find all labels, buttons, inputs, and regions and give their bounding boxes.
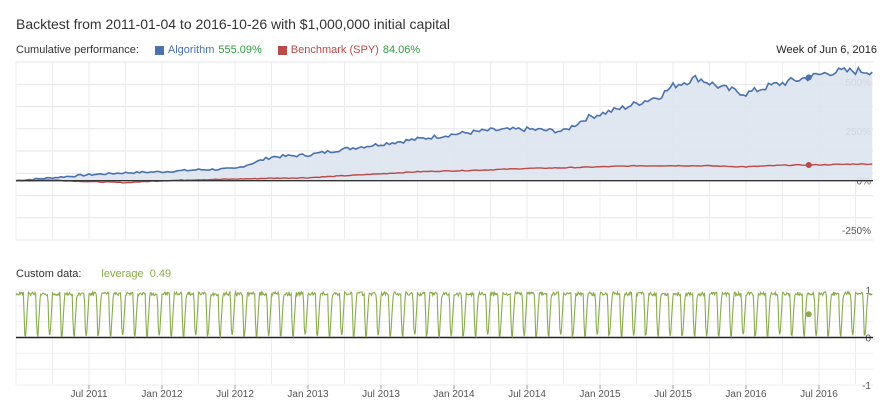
benchmark-marker <box>805 161 812 168</box>
leverage-line <box>15 289 873 339</box>
performance-label: Cumulative performance: <box>16 44 139 56</box>
x-tick-label: Jan 2015 <box>579 389 621 400</box>
benchmark-swatch <box>277 45 287 55</box>
legend-algorithm[interactable]: Algorithm 555.09% <box>154 44 262 56</box>
algorithm-value: 555.09% <box>218 44 262 56</box>
custom-label: Custom data: <box>16 268 82 280</box>
leverage-value: 0.49 <box>149 268 172 280</box>
legend-benchmark[interactable]: Benchmark (SPY) 84.06% <box>277 44 421 56</box>
leverage-tick-label: -1 <box>862 381 871 392</box>
x-tick-label: Jul 2012 <box>216 389 254 400</box>
leverage-tick-label: 0 <box>865 334 871 345</box>
x-tick-label: Jan 2016 <box>725 389 767 400</box>
algorithm-area <box>16 67 873 181</box>
y-tick-label: 0% <box>857 177 872 188</box>
week-readout: Week of Jun 6, 2016 <box>776 44 877 56</box>
algorithm-label: Algorithm <box>167 44 215 56</box>
x-tick-label: Jul 2011 <box>70 389 108 400</box>
y-tick-label: -250% <box>842 226 871 237</box>
x-tick-label: Jul 2014 <box>508 389 546 400</box>
performance-legend: Cumulative performance: Algorithm 555.09… <box>16 44 420 56</box>
leverage-marker <box>805 311 812 318</box>
x-tick-label: Jul 2015 <box>654 389 692 400</box>
algorithm-marker <box>805 74 812 81</box>
leverage-tick-label: 1 <box>865 286 871 297</box>
backtest-title: Backtest from 2011-01-04 to 2016-10-26 w… <box>16 16 451 32</box>
x-tick-label: Jul 2013 <box>362 389 400 400</box>
x-tick-label: Jan 2014 <box>433 389 475 400</box>
legend-leverage[interactable]: leverage 0.49 <box>101 268 171 280</box>
x-tick-label: Jan 2013 <box>287 389 329 400</box>
x-tick-label: Jul 2016 <box>800 389 838 400</box>
algorithm-swatch <box>154 45 164 55</box>
benchmark-label: Benchmark (SPY) <box>290 44 379 56</box>
custom-legend: Custom data: leverage 0.49 <box>16 268 171 280</box>
benchmark-value: 84.06% <box>382 44 421 56</box>
leverage-label: leverage <box>101 268 144 280</box>
algorithm-line <box>15 65 873 182</box>
x-tick-label: Jan 2012 <box>141 389 183 400</box>
